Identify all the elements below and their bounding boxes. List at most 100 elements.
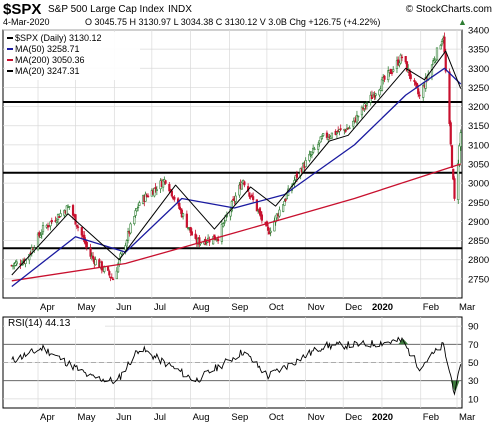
candle-body — [457, 163, 460, 201]
candle-body — [59, 213, 62, 217]
candle-body — [212, 236, 215, 245]
price-tick-label: 3350 — [468, 45, 489, 56]
candle-body — [238, 184, 241, 196]
candle-body — [317, 144, 320, 150]
candle-body — [389, 68, 392, 74]
candle-body — [217, 238, 220, 242]
candle-body — [392, 69, 395, 72]
candle-body — [267, 226, 270, 231]
rsi-x-tick-label: Mar — [459, 412, 475, 423]
candle-body — [312, 147, 315, 153]
candle-body — [387, 70, 390, 81]
rsi-oversold-fill — [450, 380, 460, 393]
candle-body — [313, 148, 316, 151]
candle-body — [50, 220, 53, 223]
candle-body — [153, 187, 156, 197]
candle-body — [234, 195, 237, 202]
candle-body — [355, 114, 359, 123]
candle-body — [38, 232, 41, 237]
price-tick-label: 3300 — [468, 64, 489, 75]
candle-body — [71, 205, 75, 216]
candle-body — [161, 180, 165, 188]
symbol: $SPX — [3, 1, 41, 18]
candle-body — [285, 193, 289, 200]
rsi-x-tick-label: Apr — [40, 412, 55, 423]
candle-body — [339, 128, 342, 130]
rsi-x-tick-label: Jul — [154, 412, 166, 423]
x-tick-label: Jun — [116, 302, 131, 313]
candle-body — [134, 210, 137, 216]
candle-body — [274, 215, 277, 223]
candle-body — [364, 105, 367, 107]
candle-body — [83, 234, 86, 242]
candle-body — [304, 160, 307, 167]
candle-body — [404, 56, 407, 63]
candle-body — [408, 69, 411, 77]
candle-body — [448, 71, 451, 124]
candle-body — [155, 189, 158, 191]
candle-body — [357, 115, 360, 118]
candle-body — [458, 145, 461, 166]
candle-body — [309, 154, 312, 156]
candle-body — [124, 245, 127, 251]
price-tick-label: 2900 — [468, 217, 489, 228]
price-tick-label: 3150 — [468, 121, 489, 132]
candle-body — [399, 54, 402, 64]
rsi-x-tick-label: Jun — [116, 412, 131, 423]
candle-body — [405, 61, 409, 72]
candle-body — [390, 72, 394, 74]
x-tick-label: Apr — [40, 302, 55, 313]
rsi-x-tick-label: May — [78, 412, 96, 423]
x-tick-label: Oct — [269, 302, 284, 313]
candle-body — [133, 216, 136, 224]
candle-body — [248, 192, 251, 197]
candle-body — [168, 184, 171, 192]
rsi-x-tick-label: 2020 — [372, 412, 393, 423]
legend-label: MA(50) 3258.71 — [15, 44, 80, 54]
candle-body — [135, 208, 138, 212]
candle-body — [380, 79, 384, 91]
candle-body — [94, 259, 97, 266]
candle-body — [115, 270, 118, 280]
candle-body — [240, 182, 243, 190]
price-tick-label: 3400 — [468, 26, 489, 37]
candle-body — [440, 41, 444, 45]
candle-body — [106, 266, 110, 271]
candle-body — [110, 277, 113, 279]
candle-body — [41, 225, 45, 233]
candle-body — [75, 224, 78, 227]
candle-body — [418, 94, 421, 97]
candle-body — [308, 153, 311, 161]
x-tick-label: Mar — [459, 302, 475, 313]
candle-body — [435, 47, 439, 61]
rsi-x-tick-label: Aug — [193, 412, 210, 423]
candle-body — [383, 75, 386, 80]
rsi-tick-label: 10 — [468, 394, 479, 405]
candle-body — [319, 136, 322, 143]
candle-body — [310, 151, 314, 156]
candle-body — [194, 233, 197, 239]
candle-body — [259, 211, 262, 217]
x-tick-label: Nov — [308, 302, 325, 313]
candle-body — [432, 60, 435, 65]
candle-body — [169, 188, 172, 191]
candle-body — [453, 178, 456, 199]
candle-body — [213, 234, 216, 240]
candle-body — [273, 220, 276, 232]
candle-body — [111, 278, 115, 281]
rsi-x-tick-label: Feb — [423, 412, 439, 423]
candle-body — [255, 199, 258, 212]
candle-body — [258, 208, 261, 213]
price-tick-label: 3000 — [468, 179, 489, 190]
candle-body — [198, 237, 201, 245]
candle-body — [180, 209, 183, 218]
price-tick-label: 2800 — [468, 255, 489, 266]
rsi-x-tick-label: Nov — [308, 412, 325, 423]
candle-body — [243, 181, 246, 186]
candle-body — [439, 45, 442, 50]
candle-body — [170, 190, 173, 197]
candle-body — [125, 240, 128, 247]
x-tick-label: Dec — [345, 302, 362, 313]
